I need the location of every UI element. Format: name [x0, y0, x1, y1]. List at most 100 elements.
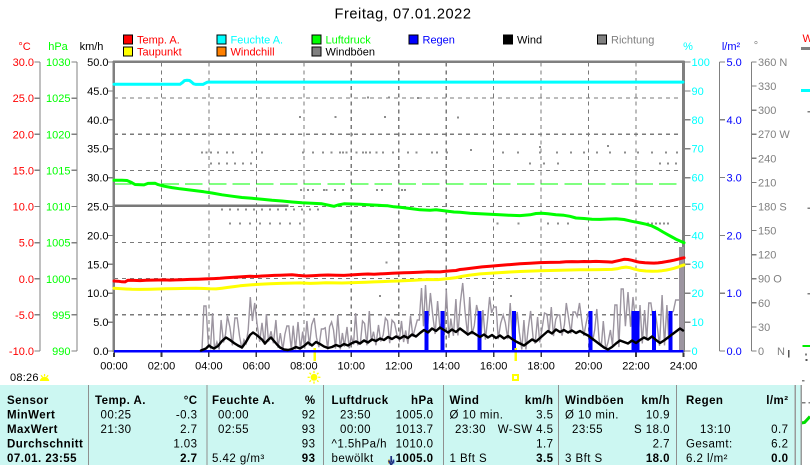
svg-text:W-SW 4.5: W-SW 4.5 — [498, 424, 554, 436]
svg-text:°: ° — [754, 40, 758, 52]
svg-text:180 S: 180 S — [758, 201, 787, 213]
svg-text:hPa: hPa — [48, 41, 68, 53]
svg-text:50.0: 50.0 — [87, 57, 108, 69]
svg-text:5.0: 5.0 — [727, 57, 742, 69]
svg-text:bewölkt: bewölkt — [332, 453, 374, 465]
svg-text:10.9: 10.9 — [646, 410, 670, 422]
svg-text:100: 100 — [692, 57, 710, 69]
svg-text:2.7: 2.7 — [180, 424, 197, 436]
svg-text:0.0: 0.0 — [771, 453, 788, 465]
svg-text:Regen: Regen — [423, 35, 455, 47]
svg-text:°C: °C — [184, 395, 198, 407]
svg-text:3.5: 3.5 — [536, 410, 553, 422]
svg-text:20.0: 20.0 — [13, 129, 34, 141]
svg-text:1020: 1020 — [46, 129, 70, 141]
svg-text:18.0: 18.0 — [646, 453, 670, 465]
svg-text:6.2: 6.2 — [771, 439, 788, 451]
svg-text:-10.0: -10.0 — [9, 346, 34, 358]
svg-text:1005.0: 1005.0 — [396, 410, 434, 422]
svg-text:Taupunkt: Taupunkt — [137, 47, 182, 59]
svg-text:45.0: 45.0 — [87, 86, 108, 98]
svg-text:30: 30 — [692, 259, 704, 271]
svg-text:93: 93 — [302, 453, 316, 465]
svg-text:Ø 10 min.: Ø 10 min. — [565, 410, 619, 422]
svg-text:40.0: 40.0 — [87, 115, 108, 127]
svg-text:995: 995 — [52, 310, 70, 322]
svg-text:210: 210 — [758, 177, 776, 189]
svg-text:50: 50 — [692, 202, 704, 214]
svg-text:240: 240 — [758, 153, 776, 165]
svg-text:30.0: 30.0 — [13, 57, 34, 69]
svg-text:20: 20 — [692, 288, 704, 300]
svg-text:93: 93 — [302, 439, 316, 451]
svg-text:08:26: 08:26 — [10, 372, 39, 384]
svg-text:120: 120 — [758, 250, 776, 262]
svg-text:4.0: 4.0 — [727, 115, 742, 127]
svg-text:2.0: 2.0 — [727, 230, 742, 242]
svg-text:l/m²: l/m² — [722, 41, 741, 53]
svg-text:1000: 1000 — [46, 274, 70, 286]
svg-text:5.42 g/m³: 5.42 g/m³ — [212, 453, 265, 465]
svg-text:07.01. 23:55: 07.01. 23:55 — [7, 453, 77, 465]
svg-text:1025: 1025 — [46, 93, 70, 105]
svg-text:00:00: 00:00 — [218, 410, 249, 422]
svg-text:13:10: 13:10 — [700, 424, 731, 436]
svg-text:30: 30 — [758, 322, 770, 334]
svg-text:Temp. A.: Temp. A. — [137, 35, 180, 47]
svg-text:Temp. A.: Temp. A. — [95, 395, 146, 407]
svg-text:Wind: Wind — [450, 395, 480, 407]
svg-text:90 O: 90 O — [758, 274, 782, 286]
svg-text:km/h: km/h — [80, 41, 104, 53]
svg-text:Feuchte A.: Feuchte A. — [231, 35, 284, 47]
svg-text:1005: 1005 — [46, 238, 70, 250]
svg-text:3.0: 3.0 — [727, 173, 742, 185]
svg-text:5.0: 5.0 — [19, 238, 34, 250]
svg-text:3 Bft S: 3 Bft S — [565, 453, 603, 465]
svg-text:0: 0 — [692, 346, 698, 358]
svg-text:16:00: 16:00 — [480, 361, 508, 373]
svg-text:5.0: 5.0 — [93, 317, 108, 329]
svg-text:150: 150 — [758, 226, 776, 238]
svg-text:S 18.0: S 18.0 — [634, 424, 670, 436]
svg-text:10: 10 — [692, 317, 704, 329]
svg-text:0.0: 0.0 — [93, 346, 108, 358]
svg-text:2.7: 2.7 — [180, 453, 197, 465]
svg-text:1013.7: 1013.7 — [396, 424, 434, 436]
svg-text:MinWert: MinWert — [7, 410, 55, 422]
svg-text:Regen: Regen — [686, 395, 723, 407]
svg-text:10.0: 10.0 — [13, 202, 34, 214]
svg-text:02:55: 02:55 — [218, 424, 249, 436]
svg-text:2.7: 2.7 — [653, 439, 670, 451]
svg-text:1.7: 1.7 — [536, 439, 553, 451]
svg-text:Windböen: Windböen — [326, 47, 376, 59]
svg-text:18:00: 18:00 — [527, 361, 555, 373]
svg-text:hPa: hPa — [411, 395, 434, 407]
svg-text:Freitag, 07.01.2022: Freitag, 07.01.2022 — [334, 7, 471, 23]
svg-text:08:00: 08:00 — [290, 361, 318, 373]
svg-text:Feuchte A.: Feuchte A. — [212, 395, 275, 407]
svg-text:1010: 1010 — [46, 202, 70, 214]
svg-text:N: N — [777, 346, 785, 358]
svg-text:Sensor: Sensor — [7, 395, 49, 407]
svg-text:°C: °C — [18, 41, 30, 53]
svg-text:20.0: 20.0 — [87, 230, 108, 242]
svg-text:70: 70 — [692, 144, 704, 156]
svg-text:80: 80 — [692, 115, 704, 127]
svg-text:360 N: 360 N — [758, 57, 787, 69]
svg-text:%: % — [683, 41, 693, 53]
svg-text:1.0: 1.0 — [727, 288, 742, 300]
svg-text:3.5: 3.5 — [536, 453, 553, 465]
svg-text:0.7: 0.7 — [771, 424, 788, 436]
svg-text:35.0: 35.0 — [87, 144, 108, 156]
svg-text:15.0: 15.0 — [87, 259, 108, 271]
svg-text:Luftdruck: Luftdruck — [326, 35, 372, 47]
svg-text:-0.3: -0.3 — [176, 410, 198, 422]
svg-text:40: 40 — [692, 230, 704, 242]
svg-text:12:00: 12:00 — [385, 361, 413, 373]
svg-text:1015: 1015 — [46, 165, 70, 177]
svg-text:06:00: 06:00 — [243, 361, 271, 373]
svg-text:92: 92 — [302, 410, 316, 422]
svg-text:l/m²: l/m² — [766, 395, 788, 407]
svg-text:%: % — [305, 395, 316, 407]
svg-text:00:25: 00:25 — [101, 410, 132, 422]
